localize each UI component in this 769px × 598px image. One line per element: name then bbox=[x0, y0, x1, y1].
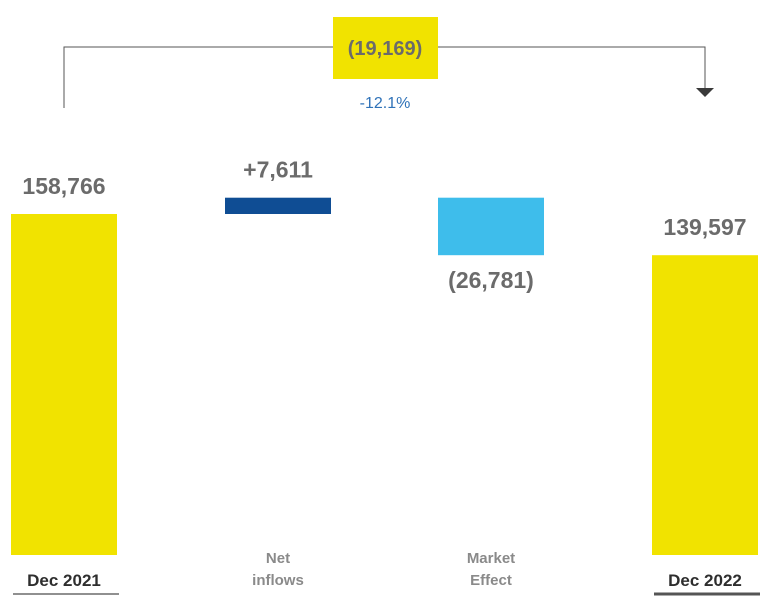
category-label-line: Net bbox=[266, 550, 290, 567]
change-box bbox=[333, 17, 438, 79]
category-label-line: Market bbox=[467, 550, 515, 567]
change-value-label: (19,169) bbox=[348, 38, 423, 60]
bar-value-label: 158,766 bbox=[22, 173, 105, 199]
category-label-line: inflows bbox=[252, 572, 304, 589]
category-label: Dec 2022 bbox=[668, 571, 742, 590]
bar-total bbox=[11, 214, 117, 555]
bar-increase bbox=[225, 197, 331, 214]
category-label-line: Effect bbox=[470, 572, 512, 589]
change-bracket: (19,169) -12.1% bbox=[63, 17, 714, 112]
bar-total bbox=[652, 255, 758, 555]
change-percent-label: -12.1% bbox=[360, 95, 411, 112]
bar-value-label: 139,597 bbox=[663, 214, 746, 240]
bars-group: 158,766 +7,611 (26,781) 139,597 bbox=[11, 157, 758, 555]
bracket-arrow-icon bbox=[696, 88, 714, 97]
category-labels: Dec 2021 Net inflows Market Effect Dec 2022 bbox=[13, 550, 760, 596]
bar-value-label: (26,781) bbox=[448, 267, 534, 293]
bar-value-label: +7,611 bbox=[243, 157, 313, 183]
bar-decrease bbox=[438, 197, 544, 256]
category-label: Dec 2021 bbox=[27, 571, 101, 590]
